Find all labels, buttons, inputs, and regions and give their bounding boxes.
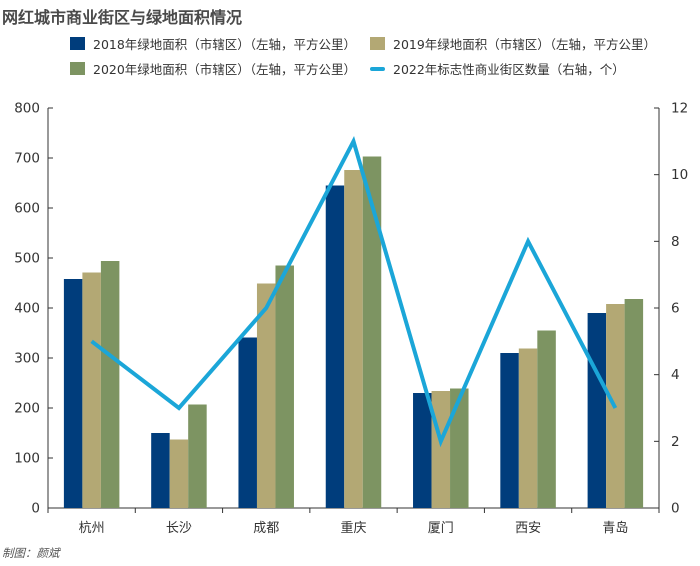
x-tick-label: 厦门	[428, 521, 454, 536]
bar-2020	[624, 299, 644, 508]
y-tick-label-right: 12	[671, 101, 688, 117]
bar-2019	[82, 272, 101, 508]
y-tick-label-left: 100	[14, 451, 40, 467]
x-tick-label: 重庆	[340, 520, 366, 536]
legend-swatch-2018	[70, 37, 85, 50]
bar-2020	[450, 388, 469, 508]
x-tick-label: 成都	[253, 521, 279, 536]
y-tick-label-right: 8	[671, 234, 680, 250]
legend-item-2022: 2022年标志性商业街区数量（右轴，个）	[370, 59, 625, 78]
bar-2020	[188, 404, 207, 508]
y-tick-label-left: 700	[14, 151, 40, 167]
legend-label-2020: 2020年绿地面积（市辖区）（左轴，平方公里）	[93, 62, 357, 77]
y-tick-label-left: 400	[14, 301, 40, 317]
y-tick-label-left: 600	[14, 201, 40, 217]
chart-credit: 制图：颜斌	[2, 546, 60, 560]
bar-2018	[151, 433, 170, 508]
chart-legend: 2018年绿地面积（市辖区）（左轴，平方公里） 2019年绿地面积（市辖区）（左…	[70, 34, 700, 82]
legend-swatch-2019	[370, 37, 385, 50]
bar-2020	[100, 261, 120, 508]
y-tick-label-right: 4	[671, 367, 680, 383]
x-tick-label: 杭州	[79, 521, 105, 536]
bar-2018	[238, 337, 257, 508]
y-tick-label-right: 2	[671, 434, 680, 450]
y-tick-label-left: 500	[14, 251, 40, 267]
legend-label-2022: 2022年标志性商业街区数量（右轴，个）	[393, 62, 625, 77]
bar-2020	[275, 265, 294, 508]
x-tick-label: 青岛	[602, 520, 628, 536]
bar-2019	[169, 439, 189, 508]
y-tick-label-right: 0	[671, 501, 680, 517]
bar-2018	[587, 313, 607, 508]
bar-2019	[256, 283, 276, 508]
bar-2019	[431, 391, 451, 508]
bar-2020	[537, 330, 556, 508]
bar-2018	[500, 353, 519, 508]
legend-item-2018: 2018年绿地面积（市辖区）（左轴，平方公里）	[70, 34, 356, 53]
bar-2019	[344, 170, 363, 508]
legend-item-2019: 2019年绿地面积（市辖区）（左轴，平方公里）	[370, 34, 656, 53]
bar-2018	[63, 279, 83, 508]
bar-2020	[362, 156, 382, 508]
legend-swatch-2020	[70, 62, 85, 75]
legend-line-2022	[370, 66, 385, 71]
bar-2018	[413, 393, 432, 508]
x-tick-label: 西安	[515, 521, 541, 536]
chart-title: 网红城市商业街区与绿地面积情况	[2, 8, 243, 27]
y-tick-label-right: 6	[671, 301, 680, 317]
bar-2019	[518, 348, 538, 508]
y-tick-label-left: 800	[14, 101, 40, 117]
legend-label-2018: 2018年绿地面积（市辖区）（左轴，平方公里）	[93, 37, 357, 52]
y-tick-label-left: 200	[14, 401, 40, 417]
legend-item-2020: 2020年绿地面积（市辖区）（左轴，平方公里）	[70, 59, 356, 78]
y-tick-label-right: 10	[671, 167, 688, 183]
x-tick-label: 长沙	[166, 521, 192, 536]
legend-label-2019: 2019年绿地面积（市辖区）（左轴，平方公里）	[393, 37, 657, 52]
y-tick-label-left: 300	[14, 351, 40, 367]
bar-2018	[325, 185, 345, 508]
y-tick-label-left: 0	[31, 501, 40, 517]
